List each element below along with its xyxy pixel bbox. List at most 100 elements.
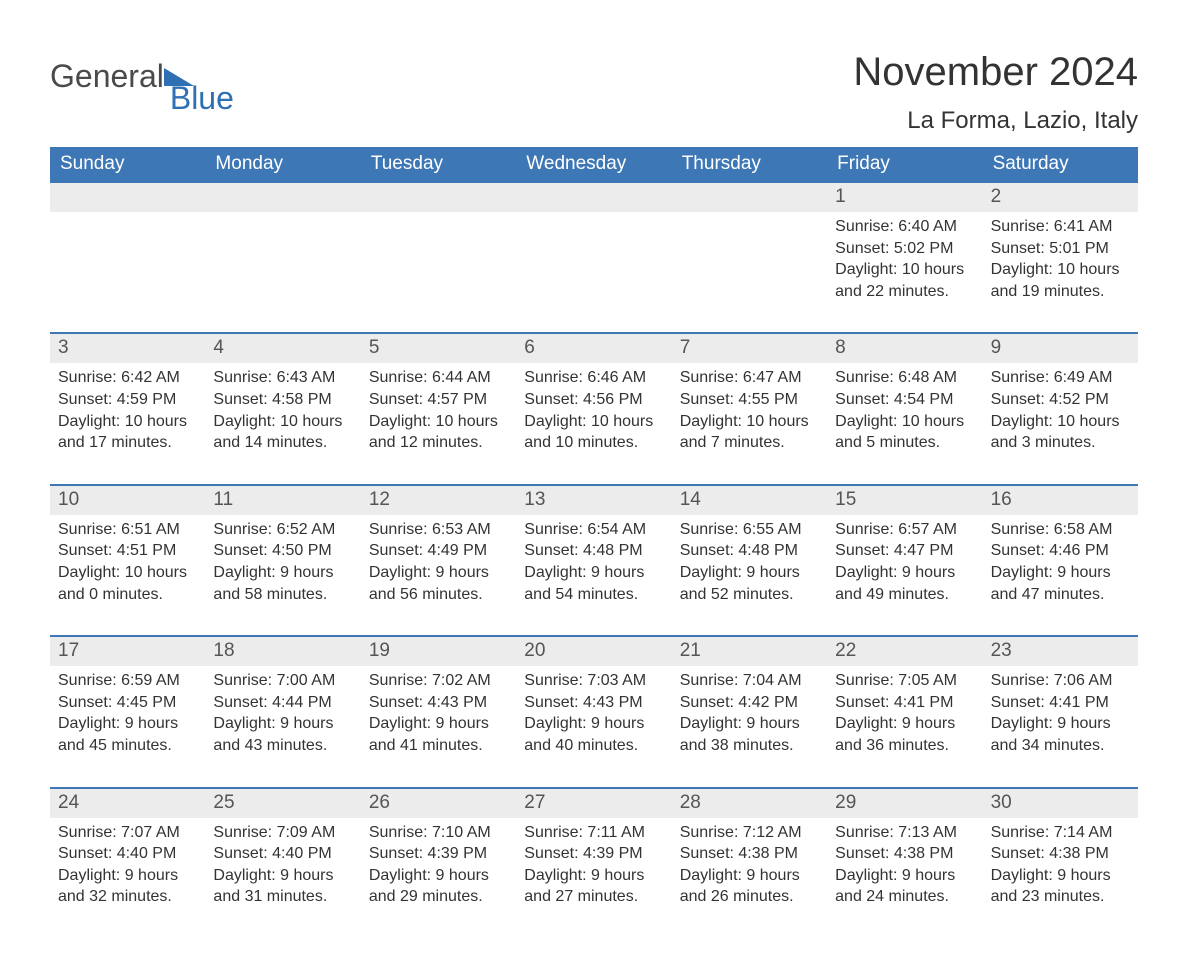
day-number: 8	[827, 334, 982, 363]
logo-text-blue: Blue	[170, 80, 234, 117]
day-details: Sunrise: 6:51 AMSunset: 4:51 PMDaylight:…	[50, 515, 205, 611]
sunrise-value: 7:10 AM	[432, 824, 491, 841]
sunset-value: 4:54 PM	[894, 391, 954, 408]
day-cell: 16Sunrise: 6:58 AMSunset: 4:46 PMDayligh…	[983, 486, 1138, 611]
sunrise-label: Sunrise:	[991, 672, 1054, 689]
daylight-label: Daylight:	[991, 564, 1058, 581]
sunset-label: Sunset:	[524, 542, 583, 559]
weekday-header: Thursday	[672, 147, 827, 183]
daylight-line: Daylight: 9 hours and 38 minutes.	[680, 713, 819, 756]
daylight-label: Daylight:	[524, 715, 591, 732]
sunrise-line: Sunrise: 7:07 AM	[58, 822, 197, 844]
day-number: 22	[827, 637, 982, 666]
day-details: Sunrise: 7:00 AMSunset: 4:44 PMDaylight:…	[205, 666, 360, 762]
sunrise-label: Sunrise:	[680, 369, 743, 386]
week-row: 10Sunrise: 6:51 AMSunset: 4:51 PMDayligh…	[50, 484, 1138, 611]
daylight-line: Daylight: 10 hours and 12 minutes.	[369, 411, 508, 454]
sunrise-value: 6:48 AM	[898, 369, 957, 386]
day-number: 24	[50, 789, 205, 818]
week-row: 24Sunrise: 7:07 AMSunset: 4:40 PMDayligh…	[50, 787, 1138, 914]
sunset-label: Sunset:	[58, 845, 117, 862]
sunrise-value: 6:53 AM	[432, 521, 491, 538]
sunrise-value: 6:43 AM	[277, 369, 336, 386]
sunrise-line: Sunrise: 7:04 AM	[680, 670, 819, 692]
day-details: Sunrise: 6:55 AMSunset: 4:48 PMDaylight:…	[672, 515, 827, 611]
daylight-label: Daylight:	[58, 867, 125, 884]
week-row: 17Sunrise: 6:59 AMSunset: 4:45 PMDayligh…	[50, 635, 1138, 762]
sunrise-value: 6:41 AM	[1054, 218, 1113, 235]
sunrise-value: 7:05 AM	[898, 672, 957, 689]
sunrise-value: 6:59 AM	[121, 672, 180, 689]
sunrise-line: Sunrise: 7:06 AM	[991, 670, 1130, 692]
daylight-label: Daylight:	[524, 867, 591, 884]
sunset-value: 4:40 PM	[117, 845, 177, 862]
day-cell: 25Sunrise: 7:09 AMSunset: 4:40 PMDayligh…	[205, 789, 360, 914]
daylight-line: Daylight: 10 hours and 3 minutes.	[991, 411, 1130, 454]
calendar: SundayMondayTuesdayWednesdayThursdayFrid…	[50, 147, 1138, 914]
logo: General Blue	[50, 50, 262, 95]
daylight-label: Daylight:	[369, 413, 436, 430]
sunrise-value: 6:55 AM	[743, 521, 802, 538]
sunrise-label: Sunrise:	[524, 672, 587, 689]
sunrise-label: Sunrise:	[524, 824, 587, 841]
daylight-line: Daylight: 10 hours and 5 minutes.	[835, 411, 974, 454]
logo-text-general: General	[50, 58, 164, 95]
day-cell	[516, 183, 671, 308]
sunrise-line: Sunrise: 6:44 AM	[369, 367, 508, 389]
day-details: Sunrise: 6:48 AMSunset: 4:54 PMDaylight:…	[827, 363, 982, 459]
day-number	[361, 183, 516, 212]
location-subtitle: La Forma, Lazio, Italy	[853, 107, 1138, 135]
day-number: 27	[516, 789, 671, 818]
sunrise-value: 7:12 AM	[743, 824, 802, 841]
sunrise-label: Sunrise:	[369, 672, 432, 689]
daylight-label: Daylight:	[835, 261, 902, 278]
day-cell: 20Sunrise: 7:03 AMSunset: 4:43 PMDayligh…	[516, 637, 671, 762]
daylight-label: Daylight:	[835, 867, 902, 884]
daylight-label: Daylight:	[213, 867, 280, 884]
sunset-value: 5:02 PM	[894, 240, 954, 257]
daylight-line: Daylight: 9 hours and 49 minutes.	[835, 562, 974, 605]
sunrise-line: Sunrise: 6:46 AM	[524, 367, 663, 389]
sunrise-label: Sunrise:	[369, 824, 432, 841]
sunrise-line: Sunrise: 6:43 AM	[213, 367, 352, 389]
sunrise-value: 7:04 AM	[743, 672, 802, 689]
sunset-line: Sunset: 5:01 PM	[991, 238, 1130, 260]
day-cell: 5Sunrise: 6:44 AMSunset: 4:57 PMDaylight…	[361, 334, 516, 459]
sunset-line: Sunset: 4:57 PM	[369, 389, 508, 411]
daylight-line: Daylight: 9 hours and 29 minutes.	[369, 865, 508, 908]
sunrise-value: 6:49 AM	[1054, 369, 1113, 386]
sunrise-line: Sunrise: 6:40 AM	[835, 216, 974, 238]
daylight-line: Daylight: 9 hours and 47 minutes.	[991, 562, 1130, 605]
sunset-label: Sunset:	[369, 845, 428, 862]
day-details: Sunrise: 7:10 AMSunset: 4:39 PMDaylight:…	[361, 818, 516, 914]
day-details: Sunrise: 6:54 AMSunset: 4:48 PMDaylight:…	[516, 515, 671, 611]
sunset-value: 4:39 PM	[583, 845, 643, 862]
sunrise-label: Sunrise:	[213, 521, 276, 538]
sunset-value: 4:48 PM	[583, 542, 643, 559]
sunset-value: 4:38 PM	[1049, 845, 1109, 862]
sunrise-line: Sunrise: 6:51 AM	[58, 519, 197, 541]
sunrise-value: 6:54 AM	[587, 521, 646, 538]
daylight-line: Daylight: 10 hours and 10 minutes.	[524, 411, 663, 454]
sunset-line: Sunset: 4:47 PM	[835, 540, 974, 562]
sunrise-line: Sunrise: 7:00 AM	[213, 670, 352, 692]
day-number: 11	[205, 486, 360, 515]
sunrise-label: Sunrise:	[991, 521, 1054, 538]
day-cell: 23Sunrise: 7:06 AMSunset: 4:41 PMDayligh…	[983, 637, 1138, 762]
daylight-label: Daylight:	[369, 564, 436, 581]
daylight-label: Daylight:	[835, 413, 902, 430]
daylight-line: Daylight: 9 hours and 32 minutes.	[58, 865, 197, 908]
day-cell: 2Sunrise: 6:41 AMSunset: 5:01 PMDaylight…	[983, 183, 1138, 308]
day-cell: 10Sunrise: 6:51 AMSunset: 4:51 PMDayligh…	[50, 486, 205, 611]
sunrise-line: Sunrise: 7:10 AM	[369, 822, 508, 844]
day-details: Sunrise: 7:04 AMSunset: 4:42 PMDaylight:…	[672, 666, 827, 762]
weeks-container: 1Sunrise: 6:40 AMSunset: 5:02 PMDaylight…	[50, 183, 1138, 914]
sunrise-line: Sunrise: 6:58 AM	[991, 519, 1130, 541]
sunrise-label: Sunrise:	[680, 672, 743, 689]
day-details: Sunrise: 6:41 AMSunset: 5:01 PMDaylight:…	[983, 212, 1138, 308]
sunset-line: Sunset: 4:55 PM	[680, 389, 819, 411]
sunset-value: 4:45 PM	[117, 694, 177, 711]
sunrise-line: Sunrise: 7:02 AM	[369, 670, 508, 692]
day-number: 28	[672, 789, 827, 818]
day-number	[50, 183, 205, 212]
